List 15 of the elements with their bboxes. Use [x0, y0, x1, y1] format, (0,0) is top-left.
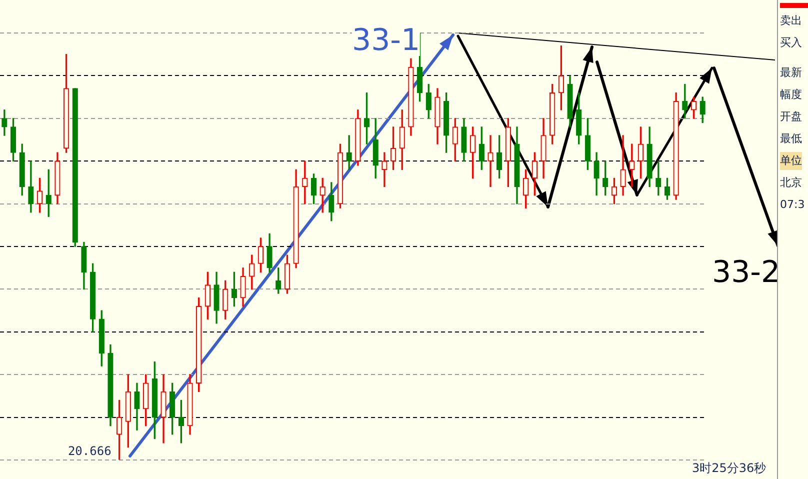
text: 开盘 [780, 109, 802, 125]
text: 最低 [780, 131, 802, 147]
text: 卖出 [780, 13, 802, 29]
text: 买入 [780, 35, 802, 51]
annotation: 33-1 [352, 23, 420, 58]
annotation: 20.666 [68, 444, 112, 458]
text: 最新 [780, 65, 802, 81]
text: 幅度 [780, 87, 802, 103]
candlestick [382, 152, 388, 188]
text: 3时25分36秒 [692, 460, 766, 476]
text: 33-2 [712, 255, 780, 290]
text: 北京 [780, 175, 802, 191]
text: 07:3 [780, 197, 805, 213]
candlestick [488, 135, 494, 188]
text: 单位 [780, 152, 802, 170]
